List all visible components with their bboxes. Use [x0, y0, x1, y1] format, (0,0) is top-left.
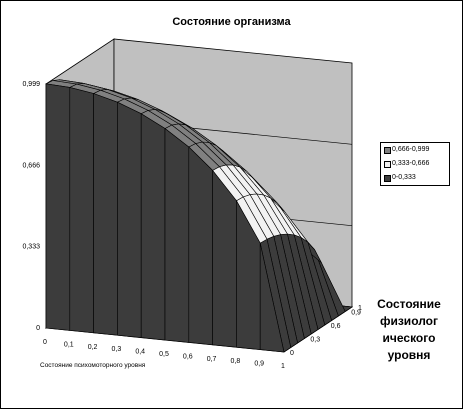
legend-label-high: 0,666-0,999 [392, 146, 430, 153]
x-tick-label: 0,5 [159, 351, 169, 358]
depth-tick-label: 1 [358, 305, 362, 312]
x-tick-label: 0,9 [254, 361, 264, 368]
x-tick-label: 0 [43, 339, 47, 346]
front-skirt-cell [212, 169, 237, 348]
front-skirt-cell [117, 101, 142, 338]
legend-item-low: 0-0,333 [381, 173, 449, 185]
axis-tick-labels: 0 0,1 0,2 0,3 0,4 0,5 0,6 0,7 0,8 0,9 100,30,60,91… [22, 81, 362, 370]
x-tick-label: 0,6 [183, 353, 193, 360]
front-skirt-cell [93, 93, 118, 336]
x-tick-label: 1 [281, 363, 285, 370]
legend-item-mid: 0,333-0,666 [381, 159, 449, 171]
x-axis-title: Состояние психомоторного уровня [40, 362, 146, 369]
x-tick-label: 0,2 [88, 344, 98, 351]
front-skirt-cell [164, 127, 190, 343]
side-skirt-cell [345, 306, 353, 312]
depth-tick-label: 0,6 [331, 323, 341, 330]
front-skirt-cell [188, 146, 213, 346]
surface-plot [44, 79, 353, 353]
z-tick-label: 0,666 [22, 162, 40, 169]
x-tick-label: 0,8 [231, 358, 241, 365]
front-skirt-cell [259, 243, 285, 353]
x-tick-label: 0,1 [64, 341, 74, 348]
depth-tick-label: 0 [290, 350, 294, 357]
front-skirt-cell [45, 83, 71, 331]
x-tick-label: 0,3 [112, 346, 122, 353]
chart-title: Состояние организма [172, 16, 291, 28]
legend-swatch-low [384, 175, 391, 182]
front-skirt-cell [140, 113, 166, 341]
x-tick-label: 0,7 [207, 356, 217, 363]
depth-tick-label: 0,9 [351, 310, 361, 317]
legend-swatch-high [384, 147, 391, 154]
x-tick-label: 0,4 [135, 349, 145, 356]
front-skirt-cell [69, 87, 94, 334]
z-tick-label: 0,999 [22, 81, 40, 88]
depth-tick-label: 0,3 [310, 337, 320, 344]
z-tick-label: 0 [36, 325, 40, 332]
legend-item-high: 0,666-0,999 [381, 145, 449, 157]
z-tick-label: 0,333 [22, 244, 40, 251]
depth-axis-title: Состояние физиолог ического уровня [377, 297, 441, 362]
legend-label-mid: 0,333-0,666 [392, 160, 430, 167]
legend-label-low: 0-0,333 [392, 174, 416, 181]
legend: 0,666-0,999 0,333-0,666 0-0,333 [380, 142, 450, 186]
legend-swatch-mid [384, 161, 391, 168]
